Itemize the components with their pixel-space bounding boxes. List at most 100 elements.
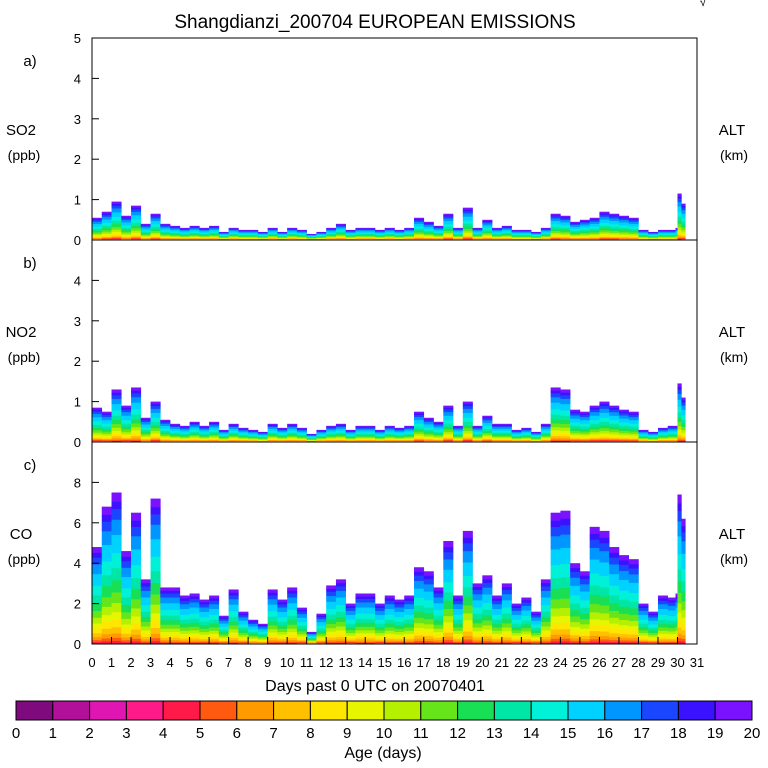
bar-layer [238,624,249,629]
bar-layer [433,429,444,433]
bar-layer [589,641,600,644]
bar-layer [589,217,600,220]
bar-layer [677,193,682,197]
bar-layer [681,203,686,207]
bar-layer [414,435,425,438]
bar-layer [150,215,161,217]
bar-layer [218,238,229,240]
bar-layer [189,640,200,643]
bar-layer [296,237,307,239]
data-bar [306,433,317,442]
bar-layer [267,642,278,644]
bar-layer [681,205,686,208]
bar-layer [111,415,122,421]
bar-layer [326,235,337,238]
bar-layer [462,639,473,643]
bar-layer [267,232,278,235]
bar-layer [355,428,366,431]
bar-layer [550,231,561,234]
bar-layer [492,437,503,439]
bar-layer [667,234,676,237]
bar-layer [121,423,132,428]
units-label: (ppb) [8,551,41,567]
bar-layer [277,634,288,638]
bar-layer [384,641,395,644]
bar-layer [287,238,298,240]
bar-layer [681,237,686,239]
bar-layer [316,613,327,616]
bar-layer [277,233,288,235]
bar-layer [667,616,676,622]
bar-layer [374,623,386,628]
bar-layer [267,424,278,427]
bar-layer [667,428,676,431]
bar-layer [599,551,610,563]
bar-layer [228,595,239,600]
bar-layer [560,236,571,238]
bar-layer [121,439,132,441]
bar-layer [335,432,347,435]
bar-layer [355,638,366,641]
data-bar [160,587,171,644]
bar-layer [199,430,210,433]
bar-layer [677,569,682,582]
bar-layer [404,636,415,639]
x-tick-label: 12 [319,655,333,670]
bar-layer [681,402,686,406]
bar-layer [681,423,686,428]
bar-layer [316,633,327,637]
data-bar [531,431,542,442]
bar-layer [433,229,444,232]
bar-layer [579,435,590,438]
bar-layer [101,238,112,240]
bar-layer [170,642,181,644]
bar-layer [599,631,610,637]
bar-layer [189,593,200,597]
bar-layer [296,641,307,643]
bar-layer [140,420,151,423]
bar-layer [657,237,669,239]
bar-layer [511,430,522,432]
bar-layer [189,423,200,425]
bar-layer [92,417,103,422]
bar-layer [589,405,600,409]
bar-layer [121,624,132,630]
bar-layer [277,607,288,613]
bar-layer [170,431,181,434]
bar-layer [453,235,464,238]
bar-layer [521,427,532,430]
bar-layer [267,237,278,239]
bar-layer [179,238,190,240]
bar-layer [414,221,425,225]
bar-layer [501,639,512,642]
bar-layer [560,395,571,400]
bar-layer [121,642,132,644]
bar-layer [365,232,376,235]
bar-layer [345,429,356,431]
bar-layer [404,232,415,235]
bar-layer [681,236,686,238]
bar-layer [501,431,512,434]
bar-layer [365,432,376,435]
bar-layer [414,617,425,624]
data-bar [267,589,278,644]
x-tick-label: 20 [475,655,489,670]
bar-layer [453,641,464,644]
bar-layer [453,236,464,238]
bar-layer [228,599,239,606]
bar-layer [677,426,682,430]
x-tick-label: 18 [436,655,450,670]
bar-layer [609,439,620,441]
bar-layer [160,223,171,226]
bar-layer [150,514,161,526]
data-bar [287,423,298,442]
bar-layer [570,422,581,427]
bar-layer [423,229,434,232]
bar-layer [423,226,434,230]
bar-layer [209,604,220,610]
bar-layer [609,429,620,433]
bar-layer [423,624,434,630]
bar-layer [599,223,610,227]
bar-layer [677,633,682,639]
bar-layer [92,438,103,440]
